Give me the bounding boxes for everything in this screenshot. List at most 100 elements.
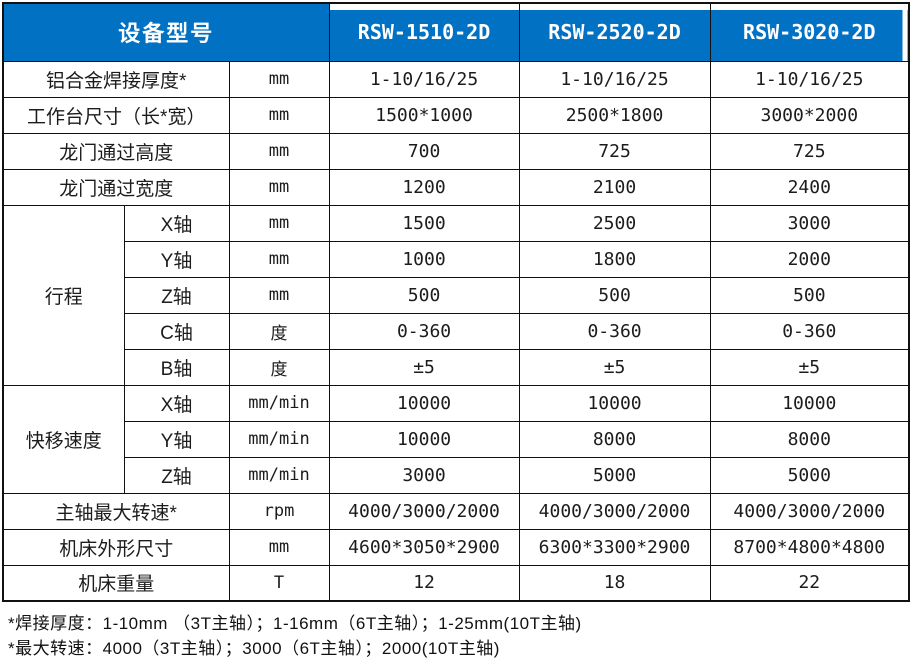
unit-cell: mm [228,60,330,98]
value-cell: 0-360 [328,312,520,350]
unit-cell: mm/min [228,384,330,422]
spec-row: 铝合金焊接厚度* mm 1-10/16/25 1-10/16/25 1-10/1… [2,60,910,98]
value-cell: 4600*3050*2900 [328,528,520,566]
unit-cell: mm [228,240,330,278]
spec-row: 龙门通过高度 mm 700 725 725 [2,132,910,170]
unit-cell: mm [228,96,330,134]
value-cell: 1800 [518,240,711,278]
spec-row: Y轴 mm 1000 1800 2000 [3,240,910,278]
header-row: 设备型号 RSW-1510-2D RSW-2520-2D RSW-3020-2D [2,2,910,62]
spec-row: 机床外形尺寸 mm 4600*3050*2900 6300*3300*2900 … [2,528,910,566]
unit-cell: mm [228,528,330,566]
unit-cell: mm/min [228,420,330,458]
spec-row: Z轴 mm/min 3000 5000 5000 [3,456,910,494]
spec-row: 工作台尺寸（长*宽） mm 1500*1000 2500*1800 3000*2… [2,96,910,134]
axis-label-cell: Y轴 [123,420,230,458]
unit-cell: mm [228,168,330,206]
value-cell: 1-10/16/25 [518,60,711,98]
spec-row: Z轴 mm 500 500 500 [3,276,910,314]
model-header-1: RSW-1510-2D [328,2,520,62]
value-cell: 10000 [328,420,520,458]
group-label-cell: 行程 [2,204,125,386]
value-cell: 2500 [518,204,711,242]
value-cell: ±5 [328,348,520,386]
value-cell: 12 [328,564,520,602]
axis-label-cell: C轴 [123,312,230,350]
axis-label-cell: Y轴 [123,240,230,278]
axis-label-cell: X轴 [123,384,230,422]
spec-row: Y轴 mm/min 10000 8000 8000 [3,420,910,458]
value-cell: 4000/3000/2000 [328,492,520,530]
value-cell: 5000 [709,456,910,494]
value-cell: 22 [709,564,910,602]
unit-cell: rpm [228,492,330,530]
value-cell: 18 [518,564,711,602]
footnotes: *焊接厚度：1-10mm （3T主轴）；1-16mm（6T主轴）；1-25mm(… [2,602,910,661]
value-cell: 6300*3300*2900 [518,528,711,566]
value-cell: ±5 [518,348,711,386]
unit-cell: 度 [228,348,330,386]
unit-cell: mm [228,204,330,242]
value-cell: 1500 [328,204,520,242]
value-cell: 1200 [328,168,520,206]
value-cell: 8000 [518,420,711,458]
axis-label-cell: Z轴 [123,276,230,314]
value-cell: 4000/3000/2000 [709,492,910,530]
value-cell: 3000*2000 [709,96,910,134]
value-cell: 2100 [518,168,711,206]
model-header-3: RSW-3020-2D [709,2,910,62]
value-cell: 1-10/16/25 [328,60,520,98]
corner-header: 设备型号 [2,2,330,62]
value-cell: 2000 [709,240,910,278]
spec-row: 快移速度 X轴 mm/min 10000 10000 10000 [2,384,910,494]
spec-row: 主轴最大转速* rpm 4000/3000/2000 4000/3000/200… [2,492,910,530]
group-label-cell: 快移速度 [2,384,125,494]
value-cell: 725 [518,132,711,170]
value-cell: 2400 [709,168,910,206]
value-cell: 725 [709,132,910,170]
value-cell: ±5 [709,348,910,386]
unit-cell: mm/min [228,456,330,494]
value-cell: 500 [709,276,910,314]
value-cell: 500 [328,276,520,314]
value-cell: 0-360 [518,312,711,350]
value-cell: 3000 [328,456,520,494]
value-cell: 1-10/16/25 [709,60,910,98]
row-label-cell: 铝合金焊接厚度* [2,60,230,98]
value-cell: 3000 [709,204,910,242]
value-cell: 10000 [518,384,711,422]
value-cell: 10000 [709,384,910,422]
value-cell: 4000/3000/2000 [518,492,711,530]
spec-row: C轴 度 0-360 0-360 0-360 [3,312,910,350]
footnote-welding-thickness: *焊接厚度：1-10mm （3T主轴）；1-16mm（6T主轴）；1-25mm(… [8,614,582,633]
row-label-cell: 龙门通过宽度 [2,168,230,206]
value-cell: 10000 [328,384,520,422]
spec-row: B轴 度 ±5 ±5 ±5 [3,348,910,386]
model-header-2: RSW-2520-2D [518,2,711,62]
unit-cell: 度 [228,312,330,350]
value-cell: 1000 [328,240,520,278]
unit-cell: T [228,564,330,602]
value-cell: 700 [328,132,520,170]
row-label-cell: 机床重量 [2,564,230,602]
value-cell: 8700*4800*4800 [709,528,910,566]
spec-row: 行程 X轴 mm 1500 2500 3000 [2,204,910,386]
row-label-cell: 主轴最大转速* [2,492,230,530]
spec-row: 机床重量 T 12 18 22 [2,564,910,602]
axis-label-cell: X轴 [123,204,230,242]
value-cell: 500 [518,276,711,314]
value-cell: 2500*1800 [518,96,711,134]
row-label-cell: 工作台尺寸（长*宽） [2,96,230,134]
unit-cell: mm [228,276,330,314]
value-cell: 1500*1000 [328,96,520,134]
row-label-cell: 龙门通过高度 [2,132,230,170]
row-label-cell: 机床外形尺寸 [2,528,230,566]
unit-cell: mm [228,132,330,170]
axis-label-cell: B轴 [123,348,230,386]
value-cell: 8000 [709,420,910,458]
value-cell: 0-360 [709,312,910,350]
axis-label-cell: Z轴 [123,456,230,494]
spec-table: 设备型号 RSW-1510-2D RSW-2520-2D RSW-3020-2D… [2,2,911,602]
value-cell: 5000 [518,456,711,494]
